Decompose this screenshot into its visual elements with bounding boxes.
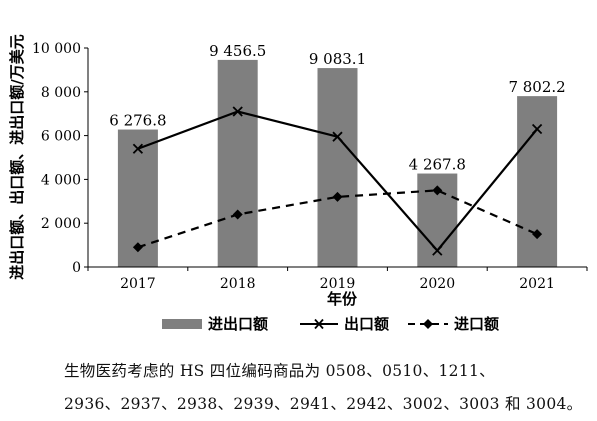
export-point-2018 [232, 106, 243, 117]
import-point-2018 [232, 209, 243, 220]
chart: 6 276.8 9 456.5 9 083.1 4 267.8 7 802.2 0 2 0… [8, 34, 588, 333]
x-tick-label-2019: 2019 [320, 276, 356, 292]
y-tick-label-8000: 8 000 [41, 85, 81, 101]
y-tick-label-0: 0 [72, 260, 81, 276]
legend-x-marker [314, 318, 324, 330]
line-series [132, 106, 543, 256]
x-tick-label-2017: 2017 [120, 276, 156, 292]
import-point-2017 [132, 242, 143, 253]
bar-label-2019: 9 083.1 [309, 50, 366, 68]
bar-label-2018: 9 456.5 [209, 42, 266, 60]
legend-diamond-marker [423, 319, 433, 329]
line-import [137, 189, 538, 249]
bar-2021 [517, 96, 558, 267]
legend-swatch-bar [162, 319, 202, 329]
bar-label-2017: 6 276.8 [109, 112, 166, 130]
axes [84, 47, 588, 271]
legend-label-import: 进口额 [454, 315, 499, 333]
y-tick-label-2000: 2 000 [41, 216, 81, 232]
footnote-line-1: 生物医药考虑的 HS 四位编码商品为 0508、0510、1211、 [64, 362, 495, 380]
x-axis-label: 年份 [327, 290, 358, 308]
import-point-2019 [332, 191, 343, 202]
y-axis-label: 进出口额、出口额、进出口额/万美元 [8, 34, 26, 279]
import-point-2020 [432, 185, 443, 196]
bar-label-2020: 4 267.8 [409, 156, 466, 174]
export-point-2021 [531, 123, 543, 135]
x-tick-label-2020: 2020 [419, 276, 455, 292]
legend: 进出口额 出口额 进口额 [162, 315, 499, 333]
import-point-2021 [532, 229, 543, 240]
bar-2019 [317, 68, 358, 267]
y-tick-label-6000: 6 000 [41, 129, 81, 145]
x-tick-label-2021: 2021 [519, 276, 555, 292]
bar-series [117, 59, 558, 267]
legend-label-bar: 进出口额 [208, 315, 268, 333]
export-point-2017 [132, 143, 144, 154]
legend-label-export: 出口额 [344, 315, 389, 333]
footnote-line-2: 2936、2937、2938、2939、2941、2942、3002、3003 … [64, 395, 583, 413]
bar-label-2021: 7 802.2 [508, 78, 565, 96]
x-tick-label-2018: 2018 [220, 276, 256, 292]
y-tick-label-4000: 4 000 [41, 172, 81, 188]
tick-labels: 0 2 000 4 000 6 000 8 000 10 000 2017 2018 2019 2… [32, 41, 555, 292]
bar-2018 [217, 59, 258, 267]
bar-value-labels: 6 276.8 9 456.5 9 083.1 4 267.8 7 802.2 [109, 42, 565, 174]
export-point-2019 [332, 131, 343, 142]
y-tick-label-10000: 10 000 [32, 41, 81, 57]
export-point-2020 [432, 245, 443, 256]
